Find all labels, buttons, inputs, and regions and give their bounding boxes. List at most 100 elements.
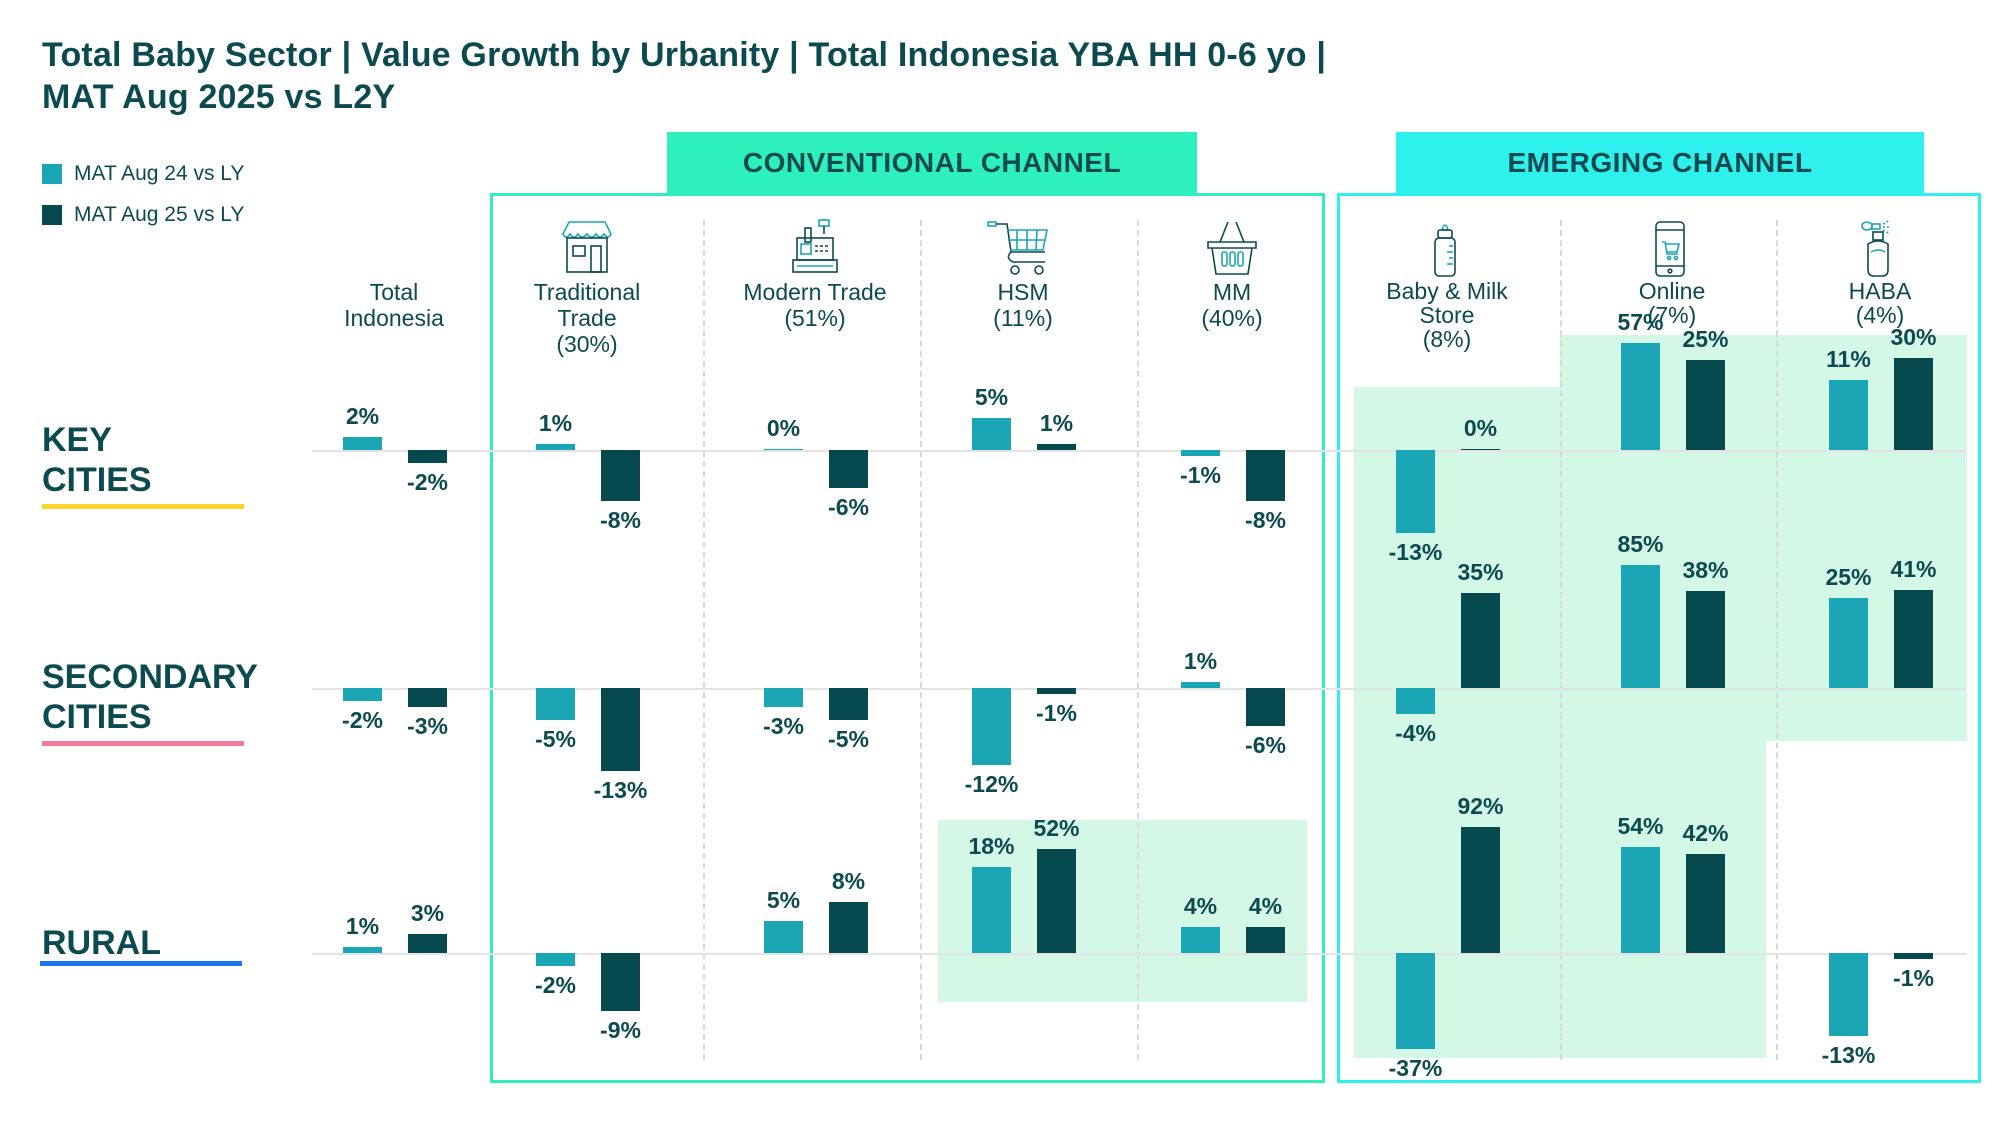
data-label: 57% [1617, 308, 1664, 335]
conventional-channel-label: CONVENTIONAL CHANNEL [742, 146, 1122, 178]
bar-aug24 [536, 953, 575, 966]
bar-aug24 [1621, 847, 1660, 953]
data-label: 35% [1457, 558, 1504, 585]
column-separator [703, 220, 705, 1060]
data-label: 18% [968, 833, 1015, 860]
data-label: -8% [1245, 507, 1286, 534]
row-label-line: CITIES [42, 461, 152, 499]
bar-aug24 [343, 688, 382, 701]
data-label: 1% [345, 912, 380, 939]
bar-aug25 [1037, 443, 1076, 450]
row-underline-key-cities [42, 504, 244, 509]
column-label-baby-milk-store: Baby & Milk Store (8%) [1347, 279, 1547, 351]
data-label: -2% [535, 971, 576, 998]
column-label-line: (30%) [556, 331, 618, 357]
column-label-line: Store [1419, 302, 1475, 328]
legend-item-aug25: MAT Aug 25 vs LY [42, 203, 244, 227]
column-label-line: HSM [997, 279, 1049, 305]
data-label: 54% [1617, 813, 1664, 840]
bar-aug25 [1686, 854, 1725, 953]
bar-aug25 [1461, 826, 1500, 953]
bar-aug25 [601, 953, 640, 1011]
row-label-line: RURAL [42, 924, 161, 962]
legend-swatch-aug24 [42, 164, 62, 184]
bar-aug25 [601, 450, 640, 502]
bar-aug25 [1461, 592, 1500, 688]
data-label: 85% [1617, 531, 1664, 558]
data-label: 1% [1039, 409, 1074, 436]
column-label-hsm: HSM (11%) [923, 279, 1123, 331]
bar-aug24 [1829, 598, 1868, 688]
column-label-line: (8%) [1422, 326, 1472, 352]
bar-aug25 [1246, 450, 1285, 502]
bar-aug24 [1621, 565, 1660, 688]
column-label-line: (40%) [1201, 305, 1263, 331]
column-label-line: (51%) [784, 305, 846, 331]
emerging-channel-label: EMERGING CHANNEL [1507, 146, 1813, 178]
row-label-secondary-cities: SECONDARY CITIES [42, 657, 258, 737]
data-label: 8% [831, 867, 866, 894]
bar-aug24 [972, 418, 1011, 450]
bar-aug24 [1396, 450, 1435, 534]
bar-aug25 [1246, 927, 1285, 953]
data-label: -8% [600, 507, 641, 534]
column-label-line: Baby & Milk [1386, 278, 1508, 304]
data-label: -2% [342, 706, 383, 733]
data-label: -37% [1388, 1055, 1443, 1082]
shopping-basket-icon [1207, 221, 1257, 275]
column-label-line: HABA [1848, 278, 1912, 304]
column-label-line: MM [1212, 279, 1252, 305]
bar-aug24 [1621, 342, 1660, 450]
bar-aug25 [1246, 688, 1285, 727]
conventional-channel-header: CONVENTIONAL CHANNEL [667, 132, 1197, 193]
data-label: 5% [766, 887, 801, 913]
conventional-channel-box [490, 193, 1325, 1083]
column-separator [1137, 220, 1139, 1060]
legend-label-aug24: MAT Aug 24 vs LY [74, 162, 245, 185]
column-label-line: Online [1638, 278, 1706, 304]
row-underline-secondary-cities [42, 741, 244, 746]
emerging-channel-header: EMERGING CHANNEL [1396, 132, 1924, 193]
bar-aug24 [1181, 450, 1220, 457]
row-label-line: SECONDARY [42, 658, 258, 696]
data-label: 92% [1457, 792, 1504, 819]
bar-aug24 [343, 946, 382, 953]
bar-aug24 [536, 688, 575, 720]
data-label: 38% [1682, 557, 1729, 584]
data-label: 0% [766, 415, 801, 441]
bar-aug25 [829, 450, 868, 489]
data-label: 1% [1183, 647, 1218, 674]
data-label: 25% [1825, 564, 1872, 591]
data-label: 25% [1682, 326, 1729, 353]
data-label: -3% [407, 713, 448, 740]
bar-aug25 [1894, 589, 1933, 688]
baby-bottle-icon [1434, 224, 1456, 277]
data-label: 42% [1682, 820, 1729, 847]
column-label-mm: MM (40%) [1132, 279, 1332, 331]
data-label: 5% [974, 384, 1009, 410]
data-label: -1% [1893, 965, 1934, 992]
row-label-line: CITIES [42, 698, 152, 736]
column-label-modern-trade: Modern Trade (51%) [715, 279, 915, 331]
bar-aug25 [829, 688, 868, 720]
data-label: -9% [600, 1016, 641, 1043]
row-label-key-cities: KEY CITIES [42, 420, 152, 500]
data-label: -4% [1395, 719, 1436, 746]
bar-aug24 [1396, 953, 1435, 1050]
bar-aug24 [972, 688, 1011, 765]
mobile-shopping-icon [1655, 221, 1685, 277]
data-label: 2% [345, 403, 380, 430]
column-label-traditional-trade: Traditional Trade (30%) [487, 279, 687, 357]
column-separator [920, 220, 922, 1060]
bar-aug24 [764, 921, 803, 953]
data-label: -1% [1180, 462, 1221, 489]
bar-aug25 [408, 450, 447, 463]
bar-aug24 [1181, 927, 1220, 953]
data-label: -3% [763, 713, 804, 740]
column-label-line: (7%) [1647, 302, 1697, 328]
data-label: -1% [1036, 700, 1077, 727]
row-label-line: KEY [42, 421, 112, 459]
column-separator [1776, 220, 1778, 1060]
emerging-channel-box [1337, 193, 1981, 1083]
baseline-secondary-cities [312, 688, 1967, 690]
